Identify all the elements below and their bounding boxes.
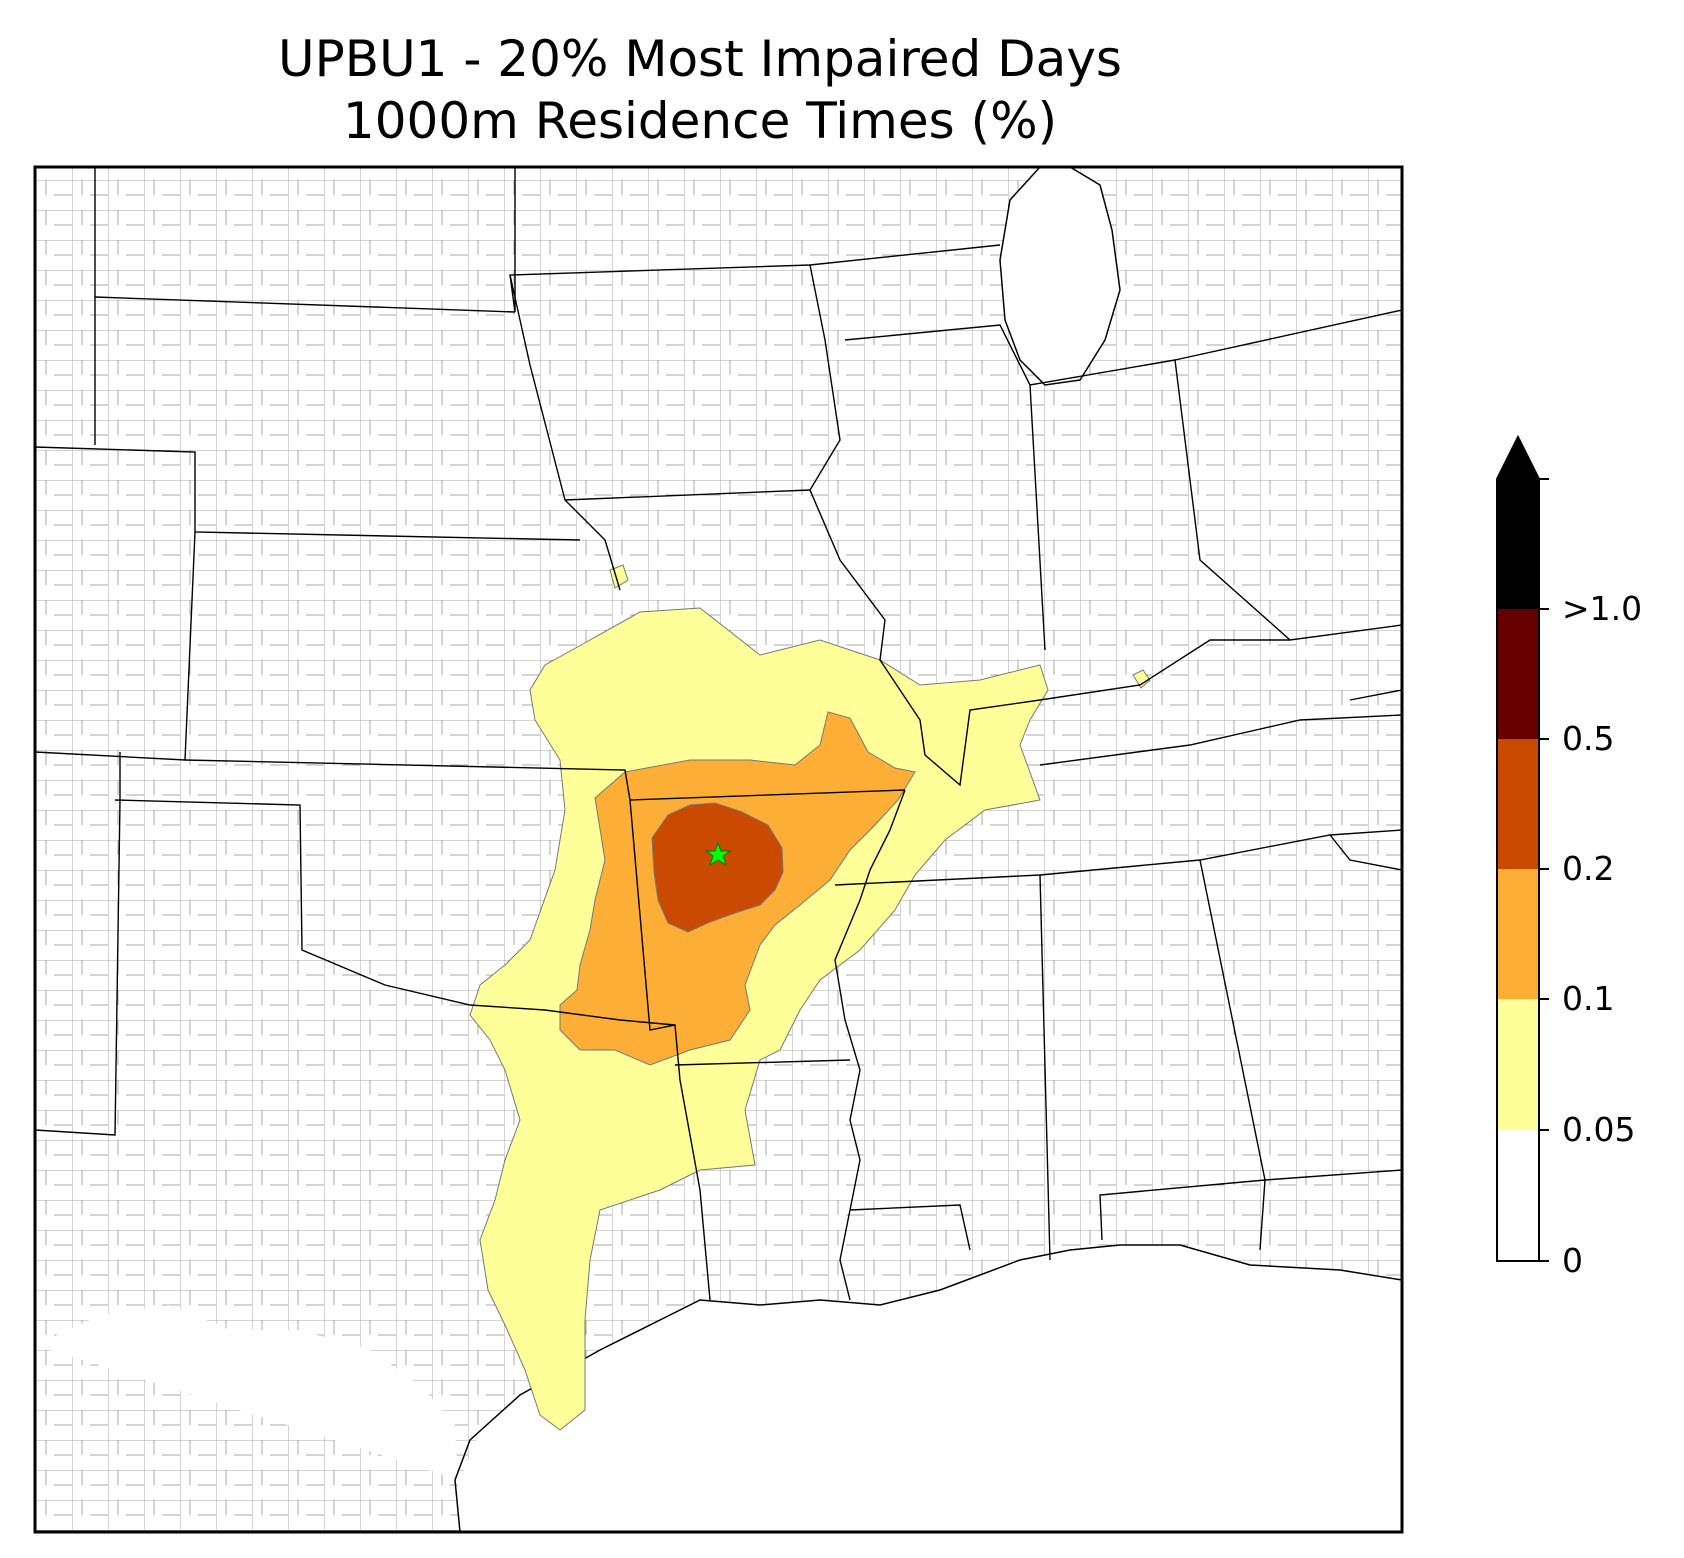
colorbar-segment-0.1 [1497, 869, 1539, 999]
chart-title-line1: UPBU1 - 20% Most Impaired Days [278, 30, 1122, 88]
colorbar-tick-label: 0.1 [1562, 979, 1615, 1018]
colorbar-segment-0.5 [1497, 609, 1539, 739]
colorbar-extend-arrow [1497, 437, 1539, 479]
colorbar [1496, 434, 1549, 1262]
state-boundaries [35, 167, 1402, 1301]
lake-michigan [999, 167, 1121, 386]
colorbar-outline [1496, 434, 1540, 1262]
colorbar-tick-label: >1.0 [1562, 589, 1643, 628]
gulf-coastline [454, 1244, 1402, 1532]
colorbar-tick-label: 0.5 [1562, 719, 1615, 758]
colorbar-segment-0.05 [1497, 999, 1539, 1130]
gulf-of-mexico [35, 1245, 1402, 1532]
receptor-star-icon [704, 841, 732, 867]
colorbar-tick-label: 0 [1562, 1241, 1583, 1280]
contour-patch [1132, 669, 1151, 689]
contour-0.2 [651, 802, 784, 933]
chart-title-line2: 1000m Residence Times (%) [342, 92, 1058, 150]
colorbar-tick-label: 0.05 [1562, 1110, 1636, 1149]
colorbar-segment-0.2 [1497, 739, 1539, 869]
colorbar-tick-label: 0.2 [1562, 849, 1615, 888]
colorbar-segment-1.0 [1497, 479, 1539, 609]
map-frame [33, 165, 1404, 1534]
colorbar-segment-0 [1497, 1130, 1539, 1261]
